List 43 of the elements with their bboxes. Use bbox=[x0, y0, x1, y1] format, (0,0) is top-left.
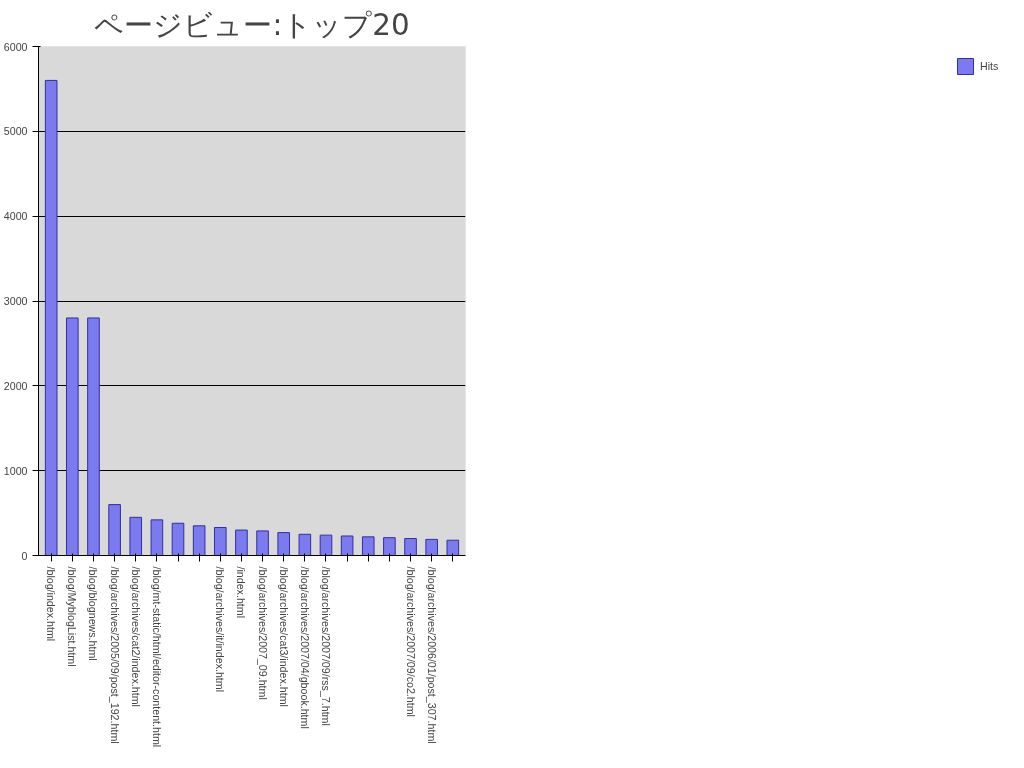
bar bbox=[129, 516, 143, 556]
y-tick-label: 3000 bbox=[3, 295, 28, 307]
x-tick-label: /blog/mt-static/html/editor-content.html bbox=[150, 566, 163, 748]
x-tick-label: /blog/archives/cat3/index.html bbox=[277, 566, 290, 707]
legend-label: Hits bbox=[980, 60, 1000, 72]
bar bbox=[383, 537, 396, 556]
x-tick-label: /blog/blognews.html bbox=[87, 566, 100, 661]
bar bbox=[150, 519, 164, 556]
bar bbox=[425, 538, 438, 556]
x-tick-label: /blog/archives/2007/09/co2.html bbox=[404, 566, 417, 717]
bar bbox=[235, 529, 248, 556]
y-tick-label: 6000 bbox=[3, 40, 28, 53]
bar bbox=[404, 538, 417, 556]
bar bbox=[319, 534, 333, 556]
bar bbox=[66, 317, 79, 556]
x-tick-label: /blog/archives/cat2/index.html bbox=[129, 566, 142, 707]
bar bbox=[192, 525, 206, 556]
bar bbox=[446, 539, 460, 556]
bar bbox=[361, 536, 375, 556]
y-tick-label: 4000 bbox=[3, 210, 28, 223]
x-tick-label: /blog/archives/2007/04/gbook.html bbox=[298, 566, 311, 729]
x-tick-label: /blog/index.html bbox=[45, 566, 58, 642]
x-tick-label: /index.html bbox=[235, 566, 248, 619]
bar bbox=[213, 527, 227, 556]
y-tick-label: 5000 bbox=[3, 125, 28, 138]
y-tick-label: 2000 bbox=[3, 379, 28, 392]
y-tick-label: 1000 bbox=[3, 464, 28, 477]
y-tick-label: 0 bbox=[21, 549, 28, 562]
x-tick-label: /blog/archives/2007/09/rss_7.html bbox=[319, 566, 332, 726]
x-tick-label: /blog/archives/2005/09/post_192.html bbox=[108, 566, 121, 744]
x-tick-label: /blog/MyblogList.html bbox=[66, 566, 79, 667]
bar bbox=[108, 504, 121, 556]
x-tick-label: /blog/archives/2006/01/post_307.html bbox=[425, 566, 438, 744]
x-tick-label: /blog/archives/it/index.html bbox=[214, 566, 227, 693]
x-tick-label: /blog/archives/2007_09.html bbox=[256, 566, 269, 700]
bar bbox=[277, 532, 291, 556]
bar bbox=[171, 522, 185, 556]
bar bbox=[44, 79, 58, 556]
bar bbox=[298, 533, 312, 556]
bar bbox=[340, 535, 354, 556]
bar bbox=[256, 530, 269, 556]
bar bbox=[87, 317, 100, 556]
chart-title: ページビュー:トップ20 bbox=[94, 7, 410, 42]
